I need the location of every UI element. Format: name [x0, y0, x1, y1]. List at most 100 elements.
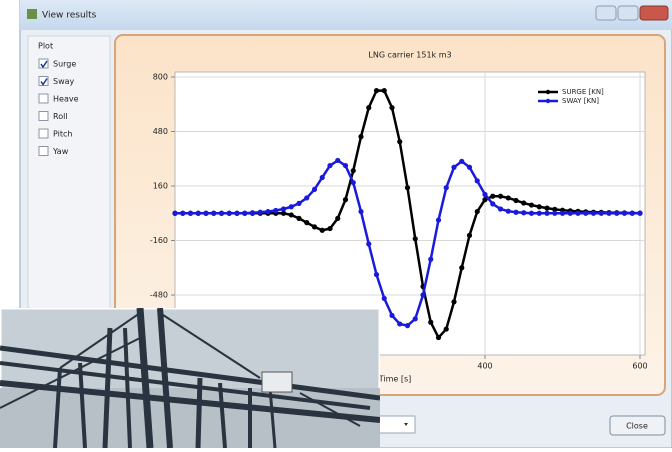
legend-label: SURGE [KN]	[562, 88, 604, 96]
checkbox-label: Yaw	[52, 147, 69, 156]
plot-group-label: Plot	[38, 42, 53, 51]
data-point	[397, 321, 402, 326]
checkbox-label: Roll	[53, 112, 68, 121]
data-point	[521, 200, 526, 205]
data-point	[467, 165, 472, 170]
data-point	[599, 211, 604, 216]
data-point	[312, 187, 317, 192]
data-point	[451, 299, 456, 304]
maximize-button[interactable]	[618, 6, 638, 20]
data-point	[265, 209, 270, 214]
data-point	[506, 209, 511, 214]
data-point	[358, 134, 363, 139]
data-point	[304, 220, 309, 225]
data-point	[351, 180, 356, 185]
data-point	[537, 211, 542, 216]
data-point	[537, 204, 542, 209]
x-tick-label: 400	[477, 362, 492, 371]
data-point	[389, 313, 394, 318]
data-point	[428, 257, 433, 262]
data-point	[320, 175, 325, 180]
data-point	[630, 211, 635, 216]
data-point	[436, 335, 441, 340]
data-point	[622, 211, 627, 216]
data-point	[397, 139, 402, 144]
data-point	[444, 185, 449, 190]
data-point	[606, 211, 611, 216]
data-point	[467, 233, 472, 238]
page: {"window": {"title": "View results", "pl…	[0, 0, 672, 448]
data-point	[529, 202, 534, 207]
data-point	[568, 211, 573, 216]
data-point	[614, 211, 619, 216]
y-tick-label: -480	[150, 291, 168, 300]
y-tick-label: 160	[153, 182, 168, 191]
data-point	[382, 88, 387, 93]
data-point	[335, 158, 340, 163]
data-point	[490, 201, 495, 206]
data-point	[211, 211, 216, 216]
data-point	[296, 201, 301, 206]
data-point	[203, 211, 208, 216]
data-point	[219, 211, 224, 216]
x-axis-label: Time [s]	[378, 375, 412, 384]
data-point	[374, 88, 379, 93]
checkbox-label: Surge	[53, 60, 76, 69]
data-point	[389, 105, 394, 110]
data-point	[413, 316, 418, 321]
data-point	[172, 211, 177, 216]
data-point	[544, 211, 549, 216]
checkbox[interactable]	[39, 129, 48, 138]
data-point	[180, 211, 185, 216]
checkbox-label: Heave	[53, 95, 79, 104]
data-point	[498, 206, 503, 211]
data-point	[529, 211, 534, 216]
data-point	[250, 210, 255, 215]
data-point	[482, 192, 487, 197]
data-point	[459, 265, 464, 270]
data-point	[289, 204, 294, 209]
data-point	[405, 185, 410, 190]
data-point	[459, 159, 464, 164]
data-point	[382, 296, 387, 301]
minimize-button[interactable]	[596, 6, 616, 20]
data-point	[413, 236, 418, 241]
y-tick-label: 480	[153, 127, 168, 136]
checkbox[interactable]	[39, 147, 48, 156]
data-point	[591, 211, 596, 216]
close-button-label: Close	[626, 422, 648, 431]
data-point	[273, 208, 278, 213]
data-point	[506, 195, 511, 200]
data-point	[351, 168, 356, 173]
data-point	[258, 210, 263, 215]
data-point	[327, 163, 332, 168]
data-point	[560, 211, 565, 216]
x-tick-label: 600	[632, 362, 647, 371]
checkbox-label: Sway	[53, 77, 75, 86]
checkbox[interactable]	[39, 112, 48, 121]
data-point	[475, 209, 480, 214]
data-point	[358, 209, 363, 214]
data-point	[513, 198, 518, 203]
window-icon	[27, 9, 37, 19]
data-point	[498, 194, 503, 199]
y-tick-label: 800	[153, 73, 168, 82]
data-point	[296, 216, 301, 221]
data-point	[343, 163, 348, 168]
data-point	[335, 216, 340, 221]
close-window-button[interactable]	[640, 6, 668, 20]
data-point	[451, 165, 456, 170]
data-point	[405, 323, 410, 328]
data-point	[343, 197, 348, 202]
data-point	[436, 217, 441, 222]
data-point	[637, 211, 642, 216]
data-point	[242, 211, 247, 216]
data-point	[544, 206, 549, 211]
data-point	[312, 224, 317, 229]
data-point	[428, 320, 433, 325]
data-point	[327, 226, 332, 231]
data-point	[475, 178, 480, 183]
data-point	[374, 272, 379, 277]
data-point	[490, 194, 495, 199]
checkbox[interactable]	[39, 94, 48, 103]
